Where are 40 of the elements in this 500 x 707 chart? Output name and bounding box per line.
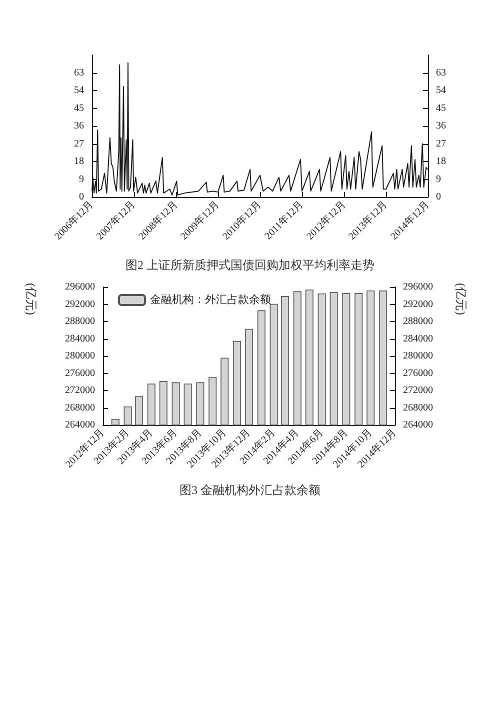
y2-tick-label: 276000 (403, 368, 433, 379)
y-tick-label: 292000 (65, 298, 95, 310)
y2-tick-label: 27 (436, 138, 446, 150)
y2-tick-label: 18 (436, 156, 446, 167)
y-tick-label: 54 (74, 85, 84, 96)
y-tick-label: 280000 (65, 350, 95, 362)
y-tick-label: 276000 (65, 368, 95, 379)
y-tick-label: 268000 (65, 402, 95, 414)
y-tick-label: 284000 (65, 333, 95, 344)
y2-axis-title: (亿元) (454, 283, 468, 315)
text: 图3 金融机构外汇占款余额 (180, 483, 320, 497)
y-tick-label: 63 (74, 67, 84, 78)
y2-tick-label: 288000 (403, 316, 433, 327)
y-tick-label: 27 (74, 138, 84, 150)
y2-tick-label: 45 (436, 102, 446, 114)
text: 图2 上证所新质押式国债回购加权平均利率走势 (126, 258, 374, 272)
y-tick-label: 18 (74, 156, 84, 167)
y2-tick-label: 264000 (403, 420, 433, 430)
y2-tick-label: 54 (436, 85, 446, 96)
y-tick-label: 288000 (65, 316, 95, 327)
y2-tick-label: 9 (436, 174, 441, 185)
y2-tick-label: 280000 (403, 350, 433, 362)
y2-tick-label: 268000 (403, 402, 433, 414)
y2-tick-label: 36 (436, 120, 446, 132)
y2-tick-label: 272000 (403, 385, 433, 396)
x-tick-label: 2011年12月 (262, 198, 306, 242)
y-tick-label: 296000 (65, 282, 95, 292)
y-axis-title: (亿元) (24, 283, 38, 315)
y-tick-label: 272000 (65, 385, 95, 396)
y2-tick-label: 292000 (403, 298, 433, 310)
y2-tick-label: 296000 (403, 282, 433, 292)
y-tick-label: 36 (74, 120, 84, 132)
y2-tick-label: 0 (436, 192, 441, 202)
legend-label: 金融机构：外汇占款余额 (150, 293, 271, 306)
y2-tick-label: 284000 (403, 333, 433, 344)
y-tick-label: 45 (74, 102, 84, 114)
y-tick-label: 264000 (65, 420, 95, 430)
y-tick-label: 0 (79, 192, 84, 202)
y2-tick-label: 63 (436, 67, 446, 78)
y-tick-label: 9 (79, 174, 84, 185)
